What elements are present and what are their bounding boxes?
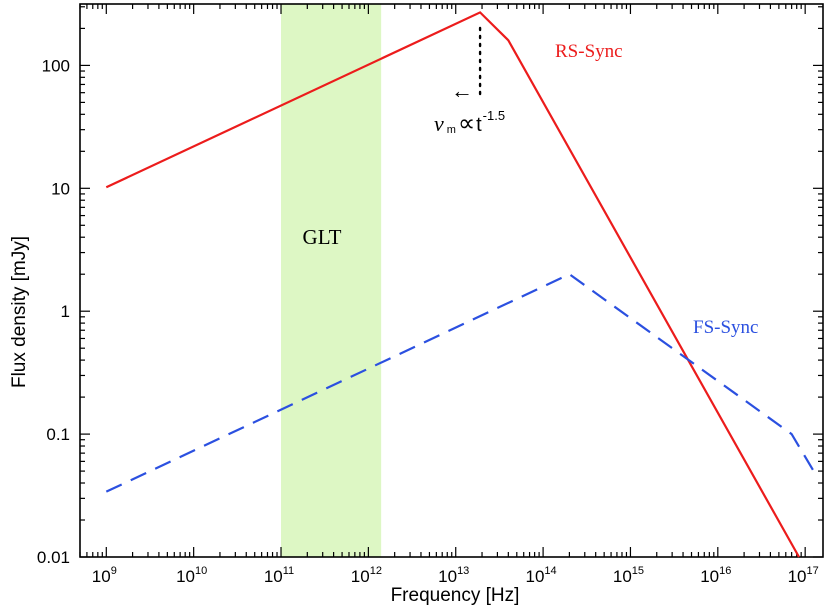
x-tick-label-exponent: 10 [195,565,207,577]
glt-band [281,4,382,557]
t-exponent: -1.5 [483,108,505,123]
y-tick-label: 0.01 [37,548,70,567]
x-tick-labels: 109 1010 1011 1012 1013 1014 1015 1016 1017 [92,565,819,586]
fs-sync-label: FS-Sync [693,317,758,338]
x-tick-label-base: 10 [788,567,807,586]
x-tick-label: 1015 [613,565,644,586]
rs-sync-label: RS-Sync [555,41,623,62]
x-axis-title: Frequency [Hz] [391,585,520,606]
x-tick-label-base: 10 [700,567,719,586]
x-tick-label: 1016 [700,565,731,586]
x-tick-label: 109 [92,565,117,586]
x-tick-label: 1014 [526,565,557,586]
t-variable: t [476,114,482,136]
x-tick-label-exponent: 17 [807,565,819,577]
nu-symbol: ν [434,111,444,136]
x-tick-label-base: 10 [526,567,545,586]
x-tick-label-base: 10 [613,567,632,586]
y-tick-labels: 0.01 0.1 1 10 100 [37,56,70,567]
series-line-rs-sync [105,11,800,558]
x-tick-label-exponent: 14 [544,565,556,577]
y-axis-title: Flux density [mJy] [9,236,30,388]
y-tick-label: 0.1 [46,425,70,444]
x-tick-label-exponent: 12 [370,565,382,577]
proportional-symbol: ∝ [458,110,475,137]
y-tick-label: 1 [61,302,70,321]
x-tick-label-base: 10 [438,567,457,586]
axis-ticks [79,4,823,558]
x-tick-label: 1010 [176,565,207,586]
x-tick-label-exponent: 13 [457,565,469,577]
y-tick-label: 100 [42,56,70,75]
x-tick-label: 1011 [264,565,294,586]
nu-subscript: m [447,124,456,136]
x-tick-label-exponent: 15 [632,565,644,577]
left-arrow-annotation: ← [451,78,473,103]
x-tick-label-exponent: 16 [719,565,731,577]
x-tick-label-base: 10 [264,567,283,586]
nu-m-proportional-annotation: ν m∝t-1.5 [434,108,505,137]
glt-band-label: GLT [303,225,342,249]
y-tick-label: 10 [51,179,70,198]
x-tick-label: 1012 [351,565,382,586]
x-tick-label: 1017 [788,565,819,586]
x-tick-label-base: 10 [351,567,370,586]
x-tick-label: 1013 [438,565,469,586]
x-tick-label-exponent: 9 [111,565,117,577]
x-tick-label-base: 10 [92,567,111,586]
x-tick-label-base: 10 [176,567,195,586]
x-tick-label-exponent: 11 [283,565,294,577]
series-line-fs-sync [105,272,815,493]
